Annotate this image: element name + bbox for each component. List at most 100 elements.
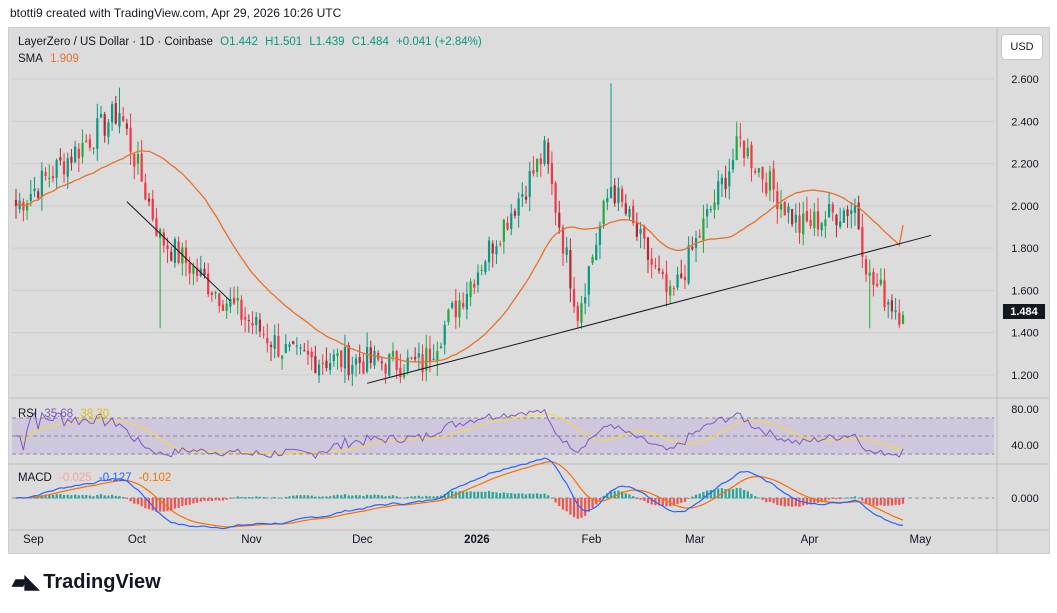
time-tick-label: Mar bbox=[685, 534, 705, 546]
macd-histogram-bar bbox=[746, 491, 749, 499]
candle-body bbox=[354, 358, 358, 365]
candle-body bbox=[236, 298, 239, 301]
candle-body bbox=[887, 302, 890, 305]
macd-histogram-bar bbox=[170, 498, 173, 511]
tradingview-mark-icon: ▰◣ bbox=[12, 572, 39, 593]
candle-body bbox=[225, 303, 228, 311]
macd-histogram-bar bbox=[872, 498, 875, 506]
time-tick-label: Sep bbox=[23, 534, 43, 546]
candle-body bbox=[262, 334, 265, 336]
macd-histogram-bar bbox=[133, 498, 136, 504]
candle-body bbox=[118, 113, 121, 127]
macd-histogram-bar bbox=[343, 494, 347, 499]
macd-histogram-bar bbox=[487, 491, 491, 499]
candle-body bbox=[62, 161, 66, 175]
chart-frame[interactable]: 2.600 2.400 2.200 2.000 1.800 1.600 1.400 1.200… bbox=[8, 27, 1050, 554]
macd-histogram-bar bbox=[247, 497, 250, 499]
candle-body bbox=[99, 113, 103, 118]
candle-body bbox=[210, 292, 213, 296]
macd-histogram-bar bbox=[373, 494, 376, 499]
candle-body bbox=[55, 160, 58, 178]
macd-histogram-bar bbox=[657, 498, 661, 506]
candle-body bbox=[587, 266, 590, 295]
candle-body bbox=[29, 193, 32, 201]
macd-histogram-bar bbox=[107, 495, 110, 499]
macd-histogram-bar bbox=[680, 498, 683, 503]
candle-body bbox=[77, 148, 80, 159]
currency-button[interactable]: USD bbox=[1001, 34, 1043, 60]
candle-body bbox=[754, 170, 757, 173]
price-tick-label: 2.600 bbox=[1011, 74, 1039, 86]
candle-body bbox=[362, 361, 365, 374]
macd-histogram-bar bbox=[184, 498, 188, 506]
candle-body bbox=[428, 348, 432, 362]
candle-body bbox=[414, 357, 417, 360]
candle-body bbox=[48, 177, 51, 179]
candle-body bbox=[277, 335, 280, 357]
macd-histogram-bar bbox=[192, 498, 195, 504]
candle-body bbox=[269, 344, 273, 348]
candle-body bbox=[343, 347, 347, 369]
candle-body bbox=[868, 272, 871, 276]
candle-body bbox=[314, 356, 317, 374]
candle-body bbox=[731, 160, 735, 170]
macd-histogram-bar bbox=[151, 498, 154, 511]
candle-body bbox=[816, 211, 820, 230]
macd-histogram-bar bbox=[177, 498, 180, 508]
macd-histogram-bar bbox=[547, 495, 550, 499]
macd-histogram-bar bbox=[74, 494, 77, 499]
candle-body bbox=[524, 196, 528, 200]
candle-body bbox=[572, 289, 576, 307]
macd-histogram-bar bbox=[864, 498, 868, 504]
price-tick-label: 1.400 bbox=[1011, 328, 1039, 340]
candle-body bbox=[547, 142, 550, 165]
up-trendline bbox=[366, 234, 932, 384]
macd-histogram-bar bbox=[295, 495, 298, 499]
macd-histogram-bar bbox=[262, 497, 265, 499]
candle-body bbox=[18, 200, 21, 210]
macd-histogram-bar bbox=[901, 498, 905, 504]
candle-body bbox=[447, 309, 450, 323]
macd-histogram-bar bbox=[439, 495, 443, 499]
candle-body bbox=[155, 218, 158, 237]
candle-body bbox=[632, 206, 635, 224]
macd-histogram-bar bbox=[354, 495, 358, 499]
macd-histogram-bar bbox=[292, 495, 295, 499]
candle-body bbox=[299, 347, 302, 349]
macd-histogram-bar bbox=[621, 491, 624, 499]
candle-body bbox=[85, 140, 88, 142]
macd-histogram-bar bbox=[469, 491, 472, 499]
macd-histogram-bar bbox=[687, 498, 690, 499]
candle-body bbox=[310, 351, 313, 358]
macd-histogram-bar bbox=[665, 498, 668, 507]
candle-body bbox=[465, 294, 468, 310]
price-tick-label: 1.800 bbox=[1011, 243, 1039, 255]
candle-body bbox=[717, 181, 720, 205]
candle-body bbox=[495, 246, 498, 255]
rsi-tick-label: 40.00 bbox=[1011, 440, 1039, 452]
macd-histogram-bar bbox=[609, 491, 613, 499]
macd-histogram-bar bbox=[347, 495, 350, 499]
macd-histogram-bar bbox=[207, 498, 210, 502]
candle-body bbox=[624, 203, 627, 214]
candle-body bbox=[805, 210, 809, 222]
sma-legend: SMA 1.909 bbox=[18, 53, 83, 65]
candle-body bbox=[883, 280, 886, 308]
candle-body bbox=[687, 245, 690, 284]
symbol-legend: LayerZero / US Dollar · 1D · Coinbase O1… bbox=[18, 36, 486, 48]
price-tick-label: 2.000 bbox=[1011, 201, 1039, 213]
macd-histogram-bar bbox=[543, 493, 546, 499]
candle-body bbox=[33, 188, 36, 192]
macd-histogram-bar bbox=[598, 498, 602, 501]
tradingview-logo[interactable]: ▰◣ TradingView bbox=[12, 571, 161, 594]
candle-body bbox=[543, 140, 546, 164]
macd-histogram-bar bbox=[214, 498, 217, 501]
candles bbox=[14, 83, 905, 387]
candle-body bbox=[51, 176, 55, 179]
candle-body bbox=[192, 266, 195, 274]
candle-body bbox=[872, 271, 875, 286]
chart-canvas[interactable]: 2.600 2.400 2.200 2.000 1.800 1.600 1.400 1.200… bbox=[9, 28, 1049, 553]
macd-histogram-bar bbox=[550, 498, 553, 499]
candle-body bbox=[584, 297, 587, 304]
macd-pane bbox=[12, 457, 994, 530]
